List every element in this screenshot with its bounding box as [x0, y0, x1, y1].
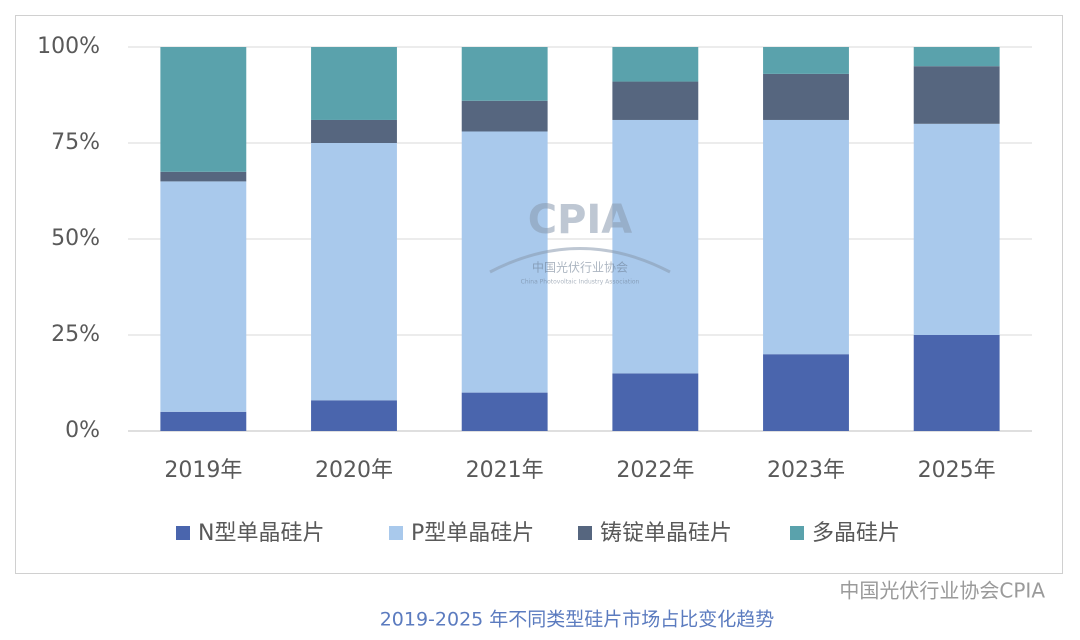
watermark-text: 中国光伏行业协会	[532, 260, 628, 275]
bar-segment	[763, 119, 849, 355]
y-tick-label: 0%	[65, 418, 100, 443]
bar-segment	[311, 119, 397, 143]
bar-segment	[763, 47, 849, 74]
bar-segment	[913, 123, 1000, 335]
bar-segment	[461, 47, 548, 101]
bar-segment	[913, 335, 1000, 431]
y-tick-label: 25%	[51, 322, 100, 347]
bar-segment	[913, 47, 1000, 67]
watermark-logo: CPIA	[528, 197, 633, 243]
bar-segment	[160, 411, 247, 431]
x-tick-label: 2023年	[767, 458, 845, 483]
bar-segment	[160, 181, 247, 412]
legend-swatch	[176, 526, 190, 540]
x-tick-label: 2020年	[315, 458, 393, 483]
bar-segment	[311, 400, 397, 431]
source-note: 中国光伏行业协会CPIA	[839, 579, 1045, 603]
bar-segment	[160, 171, 247, 182]
bar-segment	[461, 100, 548, 132]
bar-segment	[763, 354, 849, 431]
bar-segment	[763, 73, 849, 120]
legend-label: 多晶硅片	[812, 521, 900, 546]
legend-label: P型单晶硅片	[411, 521, 534, 546]
x-tick-label: 2022年	[616, 458, 694, 483]
watermark-text: China Photovoltaic Industry Association	[521, 279, 640, 286]
y-tick-label: 50%	[51, 226, 100, 251]
x-tick-label: 2025年	[918, 458, 996, 483]
legend-label: 铸锭单晶硅片	[600, 521, 732, 546]
bar-segment	[612, 373, 699, 431]
y-tick-label: 100%	[37, 34, 100, 59]
legend-label: N型单晶硅片	[198, 521, 324, 546]
y-tick-label: 75%	[51, 130, 100, 155]
watermark-arc	[489, 247, 671, 274]
watermark: CPIA 中国光伏行业协会 China Photovoltaic Industr…	[489, 197, 671, 286]
bar-segment	[461, 131, 548, 393]
legend-swatch	[389, 526, 403, 540]
bar-segment	[311, 143, 397, 401]
x-tick-label: 2021年	[466, 458, 544, 483]
bar-segment	[612, 81, 699, 120]
bar-segment	[913, 66, 1000, 124]
bar-segment	[160, 47, 247, 172]
bar-segment	[612, 119, 699, 374]
bar-segment	[612, 47, 699, 82]
chart-title: 2019-2025 年不同类型硅片市场占比变化趋势	[380, 609, 775, 631]
legend-swatch	[578, 526, 592, 540]
x-tick-label: 2019年	[164, 458, 242, 483]
bar-segment	[311, 47, 397, 120]
bar-segment	[461, 392, 548, 431]
legend-swatch	[790, 526, 804, 540]
